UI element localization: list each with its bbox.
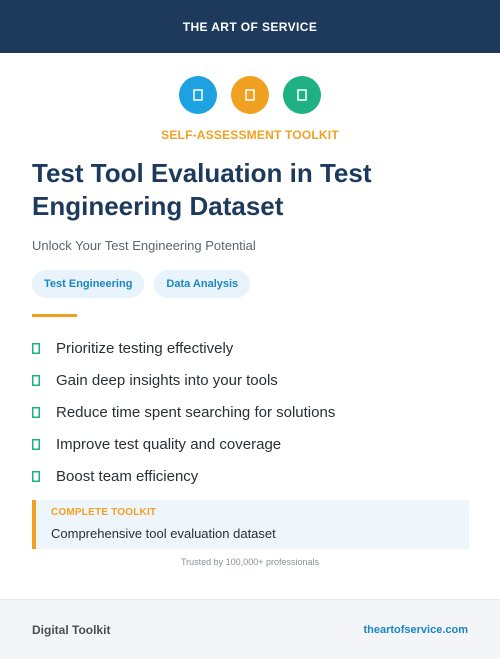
benefit-text: Boost team efficiency — [56, 467, 199, 485]
page-icon — [283, 76, 321, 114]
page-icon — [231, 76, 269, 114]
checkbox-icon — [32, 406, 56, 418]
trust-note: Trusted by 100,000+ professionals — [180, 557, 319, 567]
page-title: Test Tool Evaluation in Test Engineering… — [32, 158, 372, 221]
icon-row — [0, 76, 500, 114]
footer-bar: Digital Toolkit theartofservice.com — [0, 599, 500, 659]
header-bar: THE ART OF SERVICE — [0, 0, 500, 53]
benefit-item: Prioritize testing effectively — [32, 332, 472, 364]
benefit-item: Improve test quality and coverage — [32, 428, 472, 460]
subtitle: Unlock Your Test Engineering Potential — [32, 238, 256, 253]
website-link[interactable]: theartofservice.com — [363, 623, 468, 636]
benefit-item: Gain deep insights into your tools — [32, 364, 472, 396]
benefit-item: Boost team efficiency — [32, 460, 472, 492]
tag-data-analysis: Data Analysis — [154, 270, 251, 298]
benefit-text: Reduce time spent searching for solution… — [56, 403, 336, 421]
benefit-text: Gain deep insights into your tools — [56, 371, 278, 389]
toolkit-callout: COMPLETE TOOLKIT Comprehensive tool eval… — [32, 500, 469, 549]
callout-label: COMPLETE TOOLKIT — [51, 507, 157, 518]
benefit-list: Prioritize testing effectively Gain deep… — [32, 332, 472, 492]
callout-text: Comprehensive tool evaluation dataset — [51, 526, 276, 541]
kicker-label: SELF-ASSESSMENT TOOLKIT — [161, 128, 339, 142]
page-icon — [179, 76, 217, 114]
footer-label: Digital Toolkit — [32, 622, 111, 637]
checkbox-icon — [32, 470, 56, 482]
checkbox-icon — [32, 374, 56, 386]
checkbox-icon — [32, 438, 56, 450]
tag-test-engineering: Test Engineering — [32, 270, 145, 298]
accent-divider — [32, 314, 77, 317]
benefit-text: Prioritize testing effectively — [56, 339, 234, 357]
tag-list: Test Engineering Data Analysis — [32, 270, 251, 298]
checkbox-icon — [32, 342, 56, 354]
benefit-text: Improve test quality and coverage — [56, 435, 282, 453]
brand-name: THE ART OF SERVICE — [182, 19, 318, 34]
benefit-item: Reduce time spent searching for solution… — [32, 396, 472, 428]
